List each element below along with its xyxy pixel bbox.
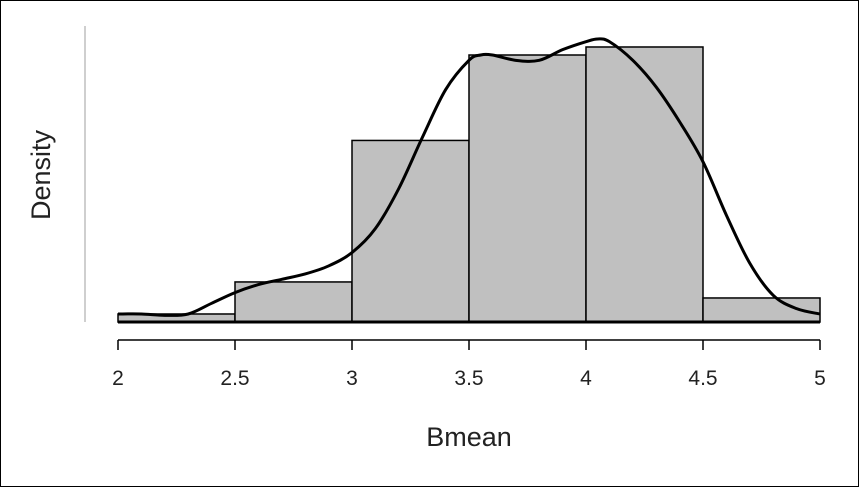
histogram-bar bbox=[468, 54, 587, 323]
x-tick-label: 2.5 bbox=[220, 367, 249, 390]
density-curve bbox=[117, 37, 821, 317]
y-axis-title: Density bbox=[26, 129, 56, 220]
x-axis-ticks: 2 2.5 3 3.5 4 4.5 5 bbox=[112, 340, 826, 390]
histogram-bars bbox=[117, 46, 821, 323]
x-tick-label: 3 bbox=[346, 367, 358, 390]
histogram-bar bbox=[585, 46, 704, 323]
histogram-bar bbox=[234, 281, 353, 323]
x-tick-label: 4 bbox=[580, 367, 592, 390]
x-tick-label: 5 bbox=[814, 367, 826, 390]
x-tick-label: 3.5 bbox=[454, 367, 483, 390]
histogram-bar bbox=[351, 139, 470, 323]
x-tick-label: 4.5 bbox=[688, 367, 717, 390]
x-tick-label: 2 bbox=[112, 367, 124, 390]
x-axis-title: Bmean bbox=[426, 422, 512, 452]
